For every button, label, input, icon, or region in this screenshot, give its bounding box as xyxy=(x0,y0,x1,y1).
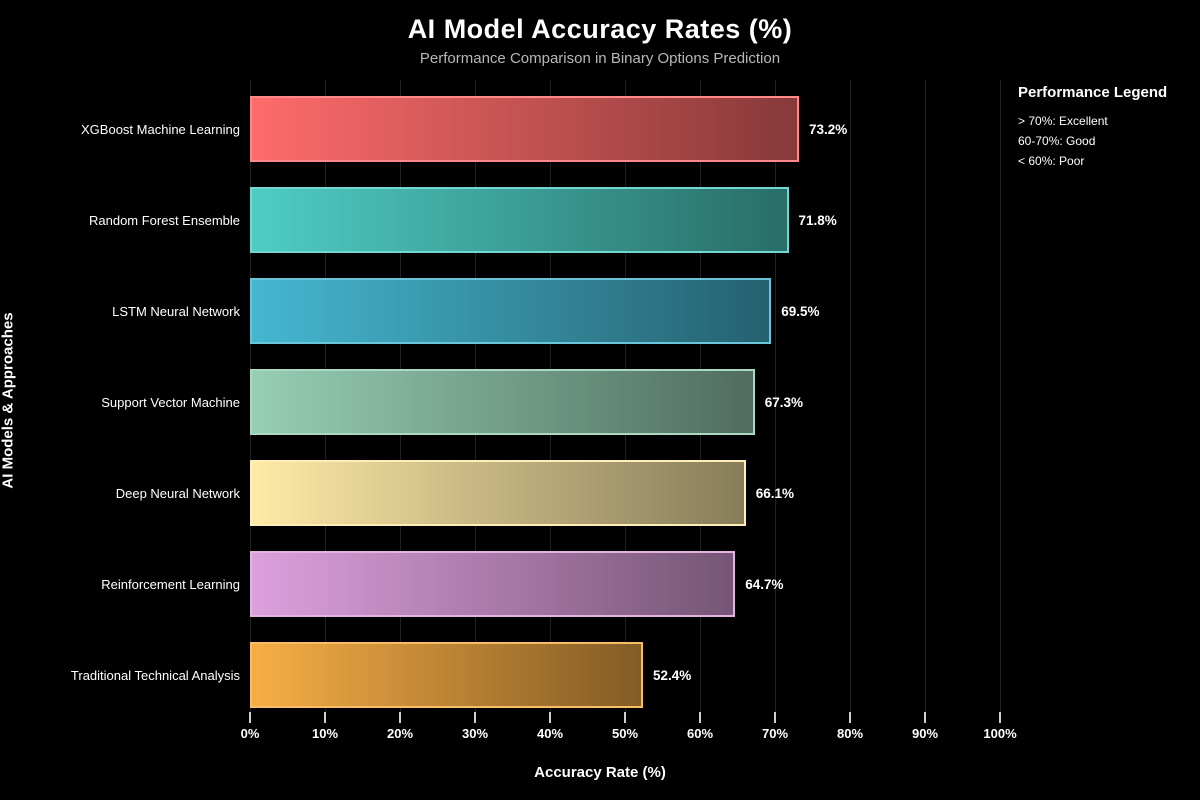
bar-row: 64.7% xyxy=(250,551,1000,617)
x-axis-title: Accuracy Rate (%) xyxy=(534,764,666,781)
x-axis-tick xyxy=(699,712,701,723)
x-tick-label: 60% xyxy=(686,726,714,741)
legend-item: 60-70%: Good xyxy=(1018,134,1096,148)
x-tick-label: 40% xyxy=(536,726,564,741)
x-axis-tick xyxy=(324,712,326,723)
legend-item: > 70%: Excellent xyxy=(1018,114,1108,128)
bar-value-label: 66.1% xyxy=(755,485,795,501)
x-tick-label: 90% xyxy=(911,726,939,741)
gridline xyxy=(1000,80,1001,718)
performance-legend: Performance Legend > 70%: Excellent 60-70… xyxy=(1018,84,1193,171)
bar-row: 52.4% xyxy=(250,642,1000,708)
category-label: Random Forest Ensemble xyxy=(88,212,240,228)
bar-value-label: 52.4% xyxy=(653,667,692,683)
bar-row: 66.1% xyxy=(250,460,1000,526)
x-axis-tick-labels: 0% 10% 20% 30% 40% 50% 60% 70% 80% 90% 100% xyxy=(241,726,1017,746)
x-tick-label: 20% xyxy=(386,726,414,741)
x-axis-tick xyxy=(399,712,401,723)
legend-items: > 70%: Excellent 60-70%: Good < 60%: Poor xyxy=(1018,111,1193,171)
plot-area: 73.2% 71.8% 69.5% 67.3% 66.1% 64.7% 52.4% xyxy=(249,80,1001,723)
bar-1 xyxy=(250,187,789,253)
bar-row: 73.2% xyxy=(250,96,1000,162)
gridline xyxy=(775,80,776,718)
bar-value-label: 64.7% xyxy=(745,576,784,592)
bar-2 xyxy=(250,278,772,344)
category-label: Traditional Technical Analysis xyxy=(70,667,240,683)
legend-item: < 60%: Poor xyxy=(1018,154,1085,168)
x-axis-tick xyxy=(999,712,1001,723)
chart-title: AI Model Accuracy Rates (%) xyxy=(407,14,793,44)
gridline xyxy=(850,80,851,718)
bar-6 xyxy=(250,642,643,708)
bar-0 xyxy=(250,96,799,162)
category-label: Support Vector Machine xyxy=(101,394,240,410)
category-label: Deep Neural Network xyxy=(115,485,240,501)
x-tick-label: 100% xyxy=(983,726,1017,741)
bar-value-label: 69.5% xyxy=(781,303,820,319)
chart-subtitle: Performance Comparison in Binary Options… xyxy=(419,50,781,67)
x-tick-label: 0% xyxy=(240,726,260,741)
category-axis-labels: XGBoost Machine Learning Random Forest En… xyxy=(0,80,240,710)
x-axis-tick xyxy=(624,712,626,723)
category-label: LSTM Neural Network xyxy=(112,303,240,319)
bar-row: 71.8% xyxy=(250,187,1000,253)
bar-value-label: 73.2% xyxy=(809,121,848,137)
x-tick-label: 70% xyxy=(761,726,789,741)
x-axis-tick xyxy=(549,712,551,723)
gridline xyxy=(925,80,926,718)
category-label: Reinforcement Learning xyxy=(101,576,240,592)
category-label: XGBoost Machine Learning xyxy=(81,121,240,137)
x-axis-tick xyxy=(249,712,251,723)
bar-row: 69.5% xyxy=(250,278,1000,344)
x-axis-tick xyxy=(849,712,851,723)
bar-value-label: 67.3% xyxy=(764,394,804,410)
legend-title: Performance Legend xyxy=(1018,84,1168,101)
y-axis-title: AI Models & Approaches xyxy=(0,312,17,489)
x-tick-label: 10% xyxy=(311,726,339,741)
x-axis-tick xyxy=(474,712,476,723)
x-tick-label: 30% xyxy=(461,726,489,741)
x-tick-label: 80% xyxy=(836,726,864,741)
bar-3 xyxy=(250,369,755,435)
bar-5 xyxy=(250,551,736,617)
bar-row: 67.3% xyxy=(250,369,1000,435)
x-axis-tick xyxy=(924,712,926,723)
bar-value-label: 71.8% xyxy=(798,212,837,228)
x-axis-tick xyxy=(774,712,776,723)
bar-4 xyxy=(250,460,746,526)
x-tick-label: 50% xyxy=(611,726,639,741)
